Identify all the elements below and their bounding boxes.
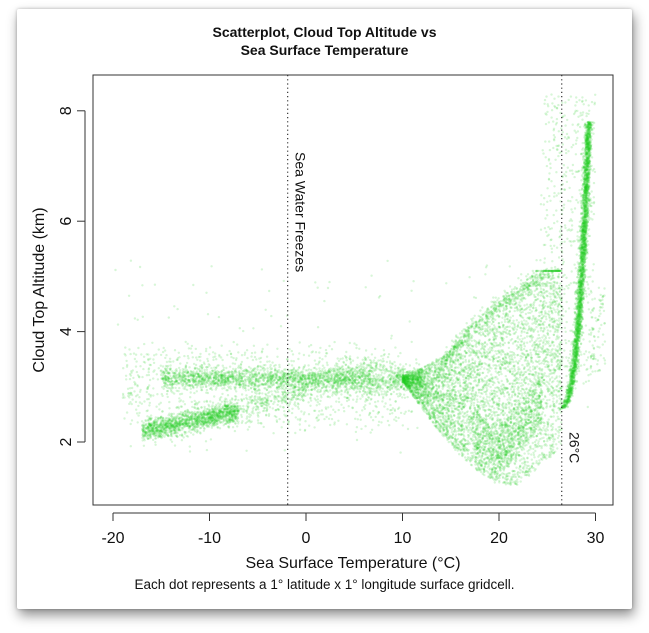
y-tick-label: 2 [58,437,75,446]
freezing-line-label: Sea Water Freezes [293,152,309,272]
x-tick-label: 0 [302,530,311,547]
x-axis-label: Sea Surface Temperature (°C) [245,555,460,572]
x-tick-label: 20 [490,530,508,547]
y-axis: 2 4 6 8 [58,106,86,446]
scatter-points [114,93,607,486]
plot-frame [92,74,614,506]
x-tick-label: 10 [394,530,412,547]
x-tick-label: -20 [101,530,124,547]
chart-caption: Each dot represents a 1° latitude x 1° l… [134,577,515,592]
y-tick-label: 6 [58,217,75,226]
chart-title-line-1: Scatterplot, Cloud Top Altitude vs [212,24,437,40]
y-tick-label: 4 [58,327,75,336]
x-axis: -20 -10 0 10 20 30 [101,512,605,547]
x-tick-label: -10 [198,530,221,547]
threshold-26c-label: 26°C [567,432,583,463]
x-tick-label: 30 [587,530,605,547]
y-tick-label: 8 [58,106,75,115]
reference-lines: Sea Water Freezes 26°C [287,75,583,505]
chart-title-line-2: Sea Surface Temperature [240,42,409,58]
chart-card [17,9,632,609]
y-axis-label: Cloud Top Altitude (km) [31,207,48,372]
